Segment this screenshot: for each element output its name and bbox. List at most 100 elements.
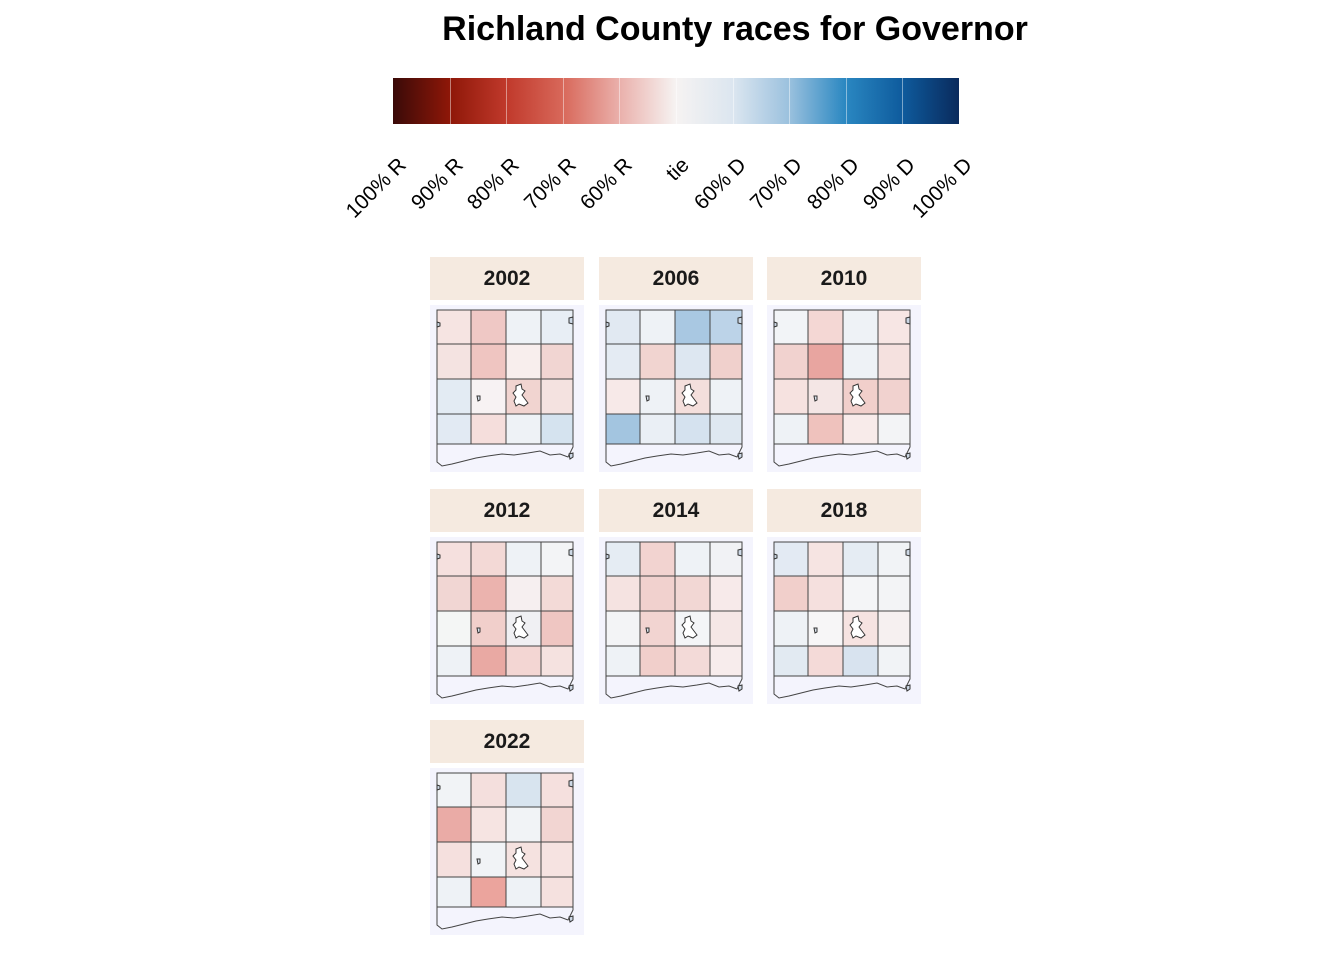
- township-cell: [843, 542, 878, 576]
- township-cell: [471, 646, 506, 676]
- township-cell: [675, 414, 710, 444]
- township-cell: [710, 310, 744, 344]
- township-cell: [506, 310, 541, 344]
- township-cell: [541, 344, 575, 379]
- boundary-notch: [437, 785, 440, 790]
- boundary-notch: [437, 554, 440, 559]
- township-cell: [774, 646, 808, 676]
- boundary-notch: [569, 916, 573, 922]
- panel-year-label: 2014: [599, 489, 753, 532]
- boundary-notch: [606, 554, 609, 559]
- legend-label: tie: [662, 154, 695, 187]
- village-boundary: [814, 628, 817, 633]
- township-cell: [878, 576, 912, 611]
- township-cell: [506, 414, 541, 444]
- township-cell: [774, 611, 808, 646]
- township-cell: [878, 542, 912, 576]
- map-background: [599, 305, 753, 472]
- township-cell: [843, 576, 878, 611]
- township-cell: [471, 807, 506, 842]
- map-panel-2010: 2010: [767, 257, 921, 472]
- township-cell: [675, 344, 710, 379]
- township-cell: [878, 310, 912, 344]
- legend-tick: [676, 78, 677, 124]
- legend-tick: [450, 78, 451, 124]
- township-cell: [541, 807, 575, 842]
- county-map: [436, 772, 578, 932]
- township-cell: [808, 344, 843, 379]
- county-map: [436, 541, 578, 701]
- township-cell: [437, 576, 471, 611]
- township-cell: [471, 344, 506, 379]
- county-map: [773, 309, 915, 469]
- township-cell: [471, 877, 506, 907]
- boundary-notch: [606, 322, 609, 327]
- township-cell: [541, 310, 575, 344]
- boundary-notch: [906, 317, 910, 324]
- township-cell: [541, 576, 575, 611]
- boundary-notch: [738, 317, 742, 324]
- boundary-notch: [569, 453, 573, 459]
- map-panel-2014: 2014: [599, 489, 753, 704]
- boundary-notch: [569, 685, 573, 691]
- township-cell: [640, 344, 675, 379]
- township-cell: [878, 344, 912, 379]
- township-cell: [710, 542, 744, 576]
- map-background: [767, 537, 921, 704]
- panel-year-label: 2012: [430, 489, 584, 532]
- township-cell: [437, 611, 471, 646]
- township-cell: [878, 379, 912, 414]
- boundary-notch: [774, 322, 777, 327]
- county-map: [605, 309, 747, 469]
- township-cell: [437, 646, 471, 676]
- boundary-notch: [774, 554, 777, 559]
- map-panel-2006: 2006: [599, 257, 753, 472]
- map-background: [430, 768, 584, 935]
- map-panel-2012: 2012: [430, 489, 584, 704]
- township-cell: [541, 542, 575, 576]
- township-cell: [640, 310, 675, 344]
- township-cell: [808, 379, 843, 414]
- township-cell: [437, 877, 471, 907]
- township-cell: [541, 611, 575, 646]
- township-cell: [710, 646, 744, 676]
- boundary-notch: [906, 453, 910, 459]
- township-cell: [774, 576, 808, 611]
- township-cell: [541, 773, 575, 807]
- county-map: [773, 541, 915, 701]
- township-cell: [606, 646, 640, 676]
- township-cell: [606, 310, 640, 344]
- township-cell: [606, 414, 640, 444]
- boundary-notch: [738, 453, 742, 459]
- village-boundary: [477, 628, 480, 633]
- panel-year-label: 2006: [599, 257, 753, 300]
- township-cell: [808, 646, 843, 676]
- boundary-notch: [569, 549, 573, 556]
- township-cell: [471, 414, 506, 444]
- township-cell: [675, 542, 710, 576]
- township-cell: [843, 414, 878, 444]
- legend-tick: [506, 78, 507, 124]
- legend-label: 80% D: [803, 154, 865, 216]
- township-cell: [710, 414, 744, 444]
- township-cell: [506, 877, 541, 907]
- township-cell: [640, 646, 675, 676]
- township-cell: [774, 310, 808, 344]
- county-map: [605, 541, 747, 701]
- map-panel-2002: 2002: [430, 257, 584, 472]
- township-cell: [506, 807, 541, 842]
- township-cell: [843, 344, 878, 379]
- township-cell: [808, 310, 843, 344]
- township-cell: [710, 611, 744, 646]
- township-cell: [471, 773, 506, 807]
- map-background: [599, 537, 753, 704]
- township-cell: [640, 379, 675, 414]
- township-cell: [774, 379, 808, 414]
- legend-tick: [563, 78, 564, 124]
- township-cell: [878, 414, 912, 444]
- panel-year-label: 2002: [430, 257, 584, 300]
- village-boundary: [646, 396, 649, 401]
- chart-title: Richland County races for Governor: [0, 10, 1344, 49]
- township-cell: [541, 414, 575, 444]
- panel-year-label: 2018: [767, 489, 921, 532]
